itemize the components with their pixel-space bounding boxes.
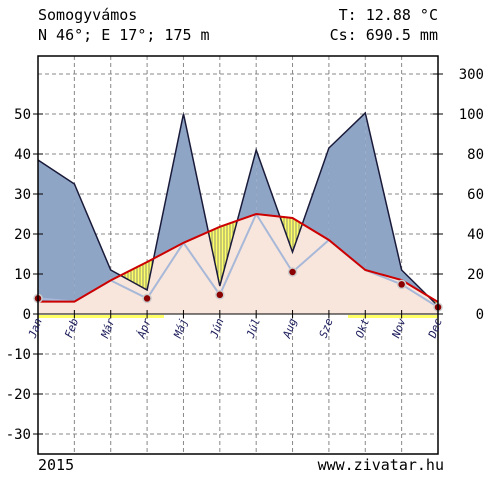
left-tick-label: 0 xyxy=(23,307,31,323)
precipitation-surplus-area xyxy=(38,160,75,302)
right-tick-label: 80 xyxy=(467,147,484,163)
temperature-line xyxy=(38,212,439,303)
series-lines xyxy=(37,111,439,309)
precipitation-surplus-area xyxy=(110,270,121,281)
left-tick-label: -10 xyxy=(6,347,31,363)
left-tick-label: 10 xyxy=(14,267,31,283)
observation-point xyxy=(142,293,152,304)
dry-period-bar xyxy=(38,315,164,318)
annual-precipitation: Cs: 690.5 mm xyxy=(329,26,438,44)
dry-period-bar xyxy=(348,315,438,318)
right-tick-label: 100 xyxy=(459,107,484,123)
station-name: Somogyvámos xyxy=(38,6,138,24)
observation-point xyxy=(215,290,225,300)
station-coordinates: N 46°; E 17°; 175 m xyxy=(38,26,210,44)
source-website: www.zivatar.hu xyxy=(317,456,444,474)
temperature-area xyxy=(38,214,438,314)
left-tick-label: 20 xyxy=(14,227,31,243)
axes xyxy=(33,55,443,455)
plot-frame xyxy=(37,55,439,455)
observation-point xyxy=(287,267,298,277)
right-tick-label: 60 xyxy=(467,187,484,203)
precipitation-line xyxy=(37,111,439,307)
precipitation-surplus-area xyxy=(328,113,366,270)
chart-year: 2015 xyxy=(38,456,75,474)
precipitation-surplus-area xyxy=(302,148,329,240)
month-label: Feb xyxy=(62,317,81,340)
left-tick-label: -20 xyxy=(6,387,31,403)
precipitation-surplus-area xyxy=(74,184,111,302)
climate-areas xyxy=(38,113,438,318)
left-tick-label: 50 xyxy=(14,107,31,123)
observation-point xyxy=(396,279,407,290)
data-points xyxy=(33,267,443,312)
left-tick-label: -30 xyxy=(6,427,31,443)
mean-temperature: T: 12.88 °C xyxy=(338,6,438,24)
right-tick-label: 20 xyxy=(467,267,484,283)
right-tick-label: 0 xyxy=(476,307,484,323)
right-tick-label: 40 xyxy=(467,227,484,243)
left-tick-label: 30 xyxy=(14,187,31,203)
drought-area xyxy=(120,262,148,290)
left-tick-label: 40 xyxy=(14,147,31,163)
right-tick-label: 300 xyxy=(459,67,484,83)
